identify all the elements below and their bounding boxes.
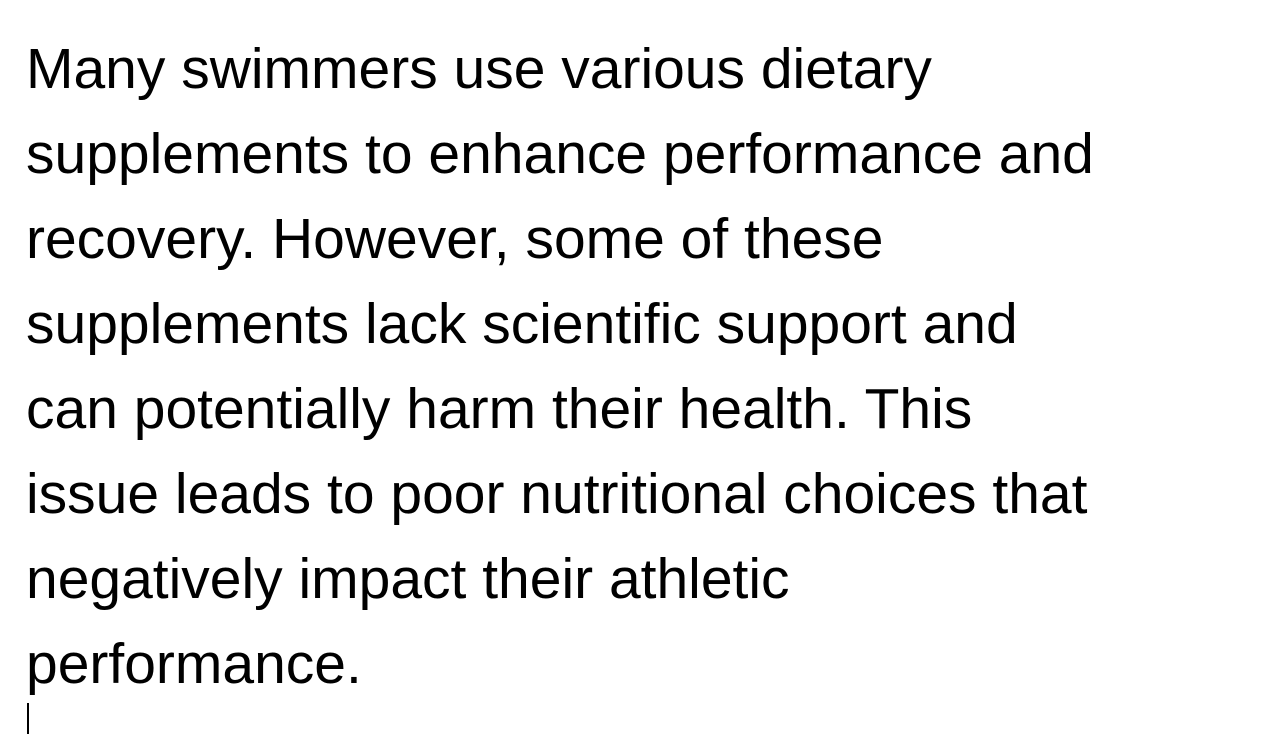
paragraph-line-7: negatively impact their athletic — [26, 547, 790, 611]
paragraph-line-5: can potentially harm their health. This — [26, 377, 973, 441]
paragraph-line-6: issue leads to poor nutritional choices … — [26, 462, 1088, 526]
body-paragraph[interactable]: Many swimmers use various dietary supple… — [26, 27, 1256, 707]
paragraph-line-2: supplements to enhance performance and — [26, 122, 1094, 186]
paragraph-line-3: recovery. However, some of these — [26, 207, 884, 271]
paragraph-line-8: performance. — [26, 632, 362, 696]
paragraph-line-4: supplements lack scientific support and — [26, 292, 1018, 356]
paragraph-line-1: Many swimmers use various dietary — [26, 37, 932, 101]
text-cursor — [27, 703, 29, 734]
